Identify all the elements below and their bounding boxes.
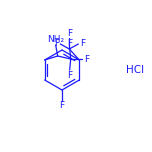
Text: F: F bbox=[67, 71, 72, 79]
Text: HCl: HCl bbox=[126, 65, 144, 75]
Text: NH₂: NH₂ bbox=[47, 36, 64, 45]
Text: F: F bbox=[84, 55, 89, 64]
Text: F: F bbox=[54, 38, 59, 47]
Text: F: F bbox=[67, 29, 72, 38]
Text: F: F bbox=[59, 102, 65, 111]
Text: F: F bbox=[80, 38, 85, 47]
Text: F: F bbox=[67, 38, 72, 47]
